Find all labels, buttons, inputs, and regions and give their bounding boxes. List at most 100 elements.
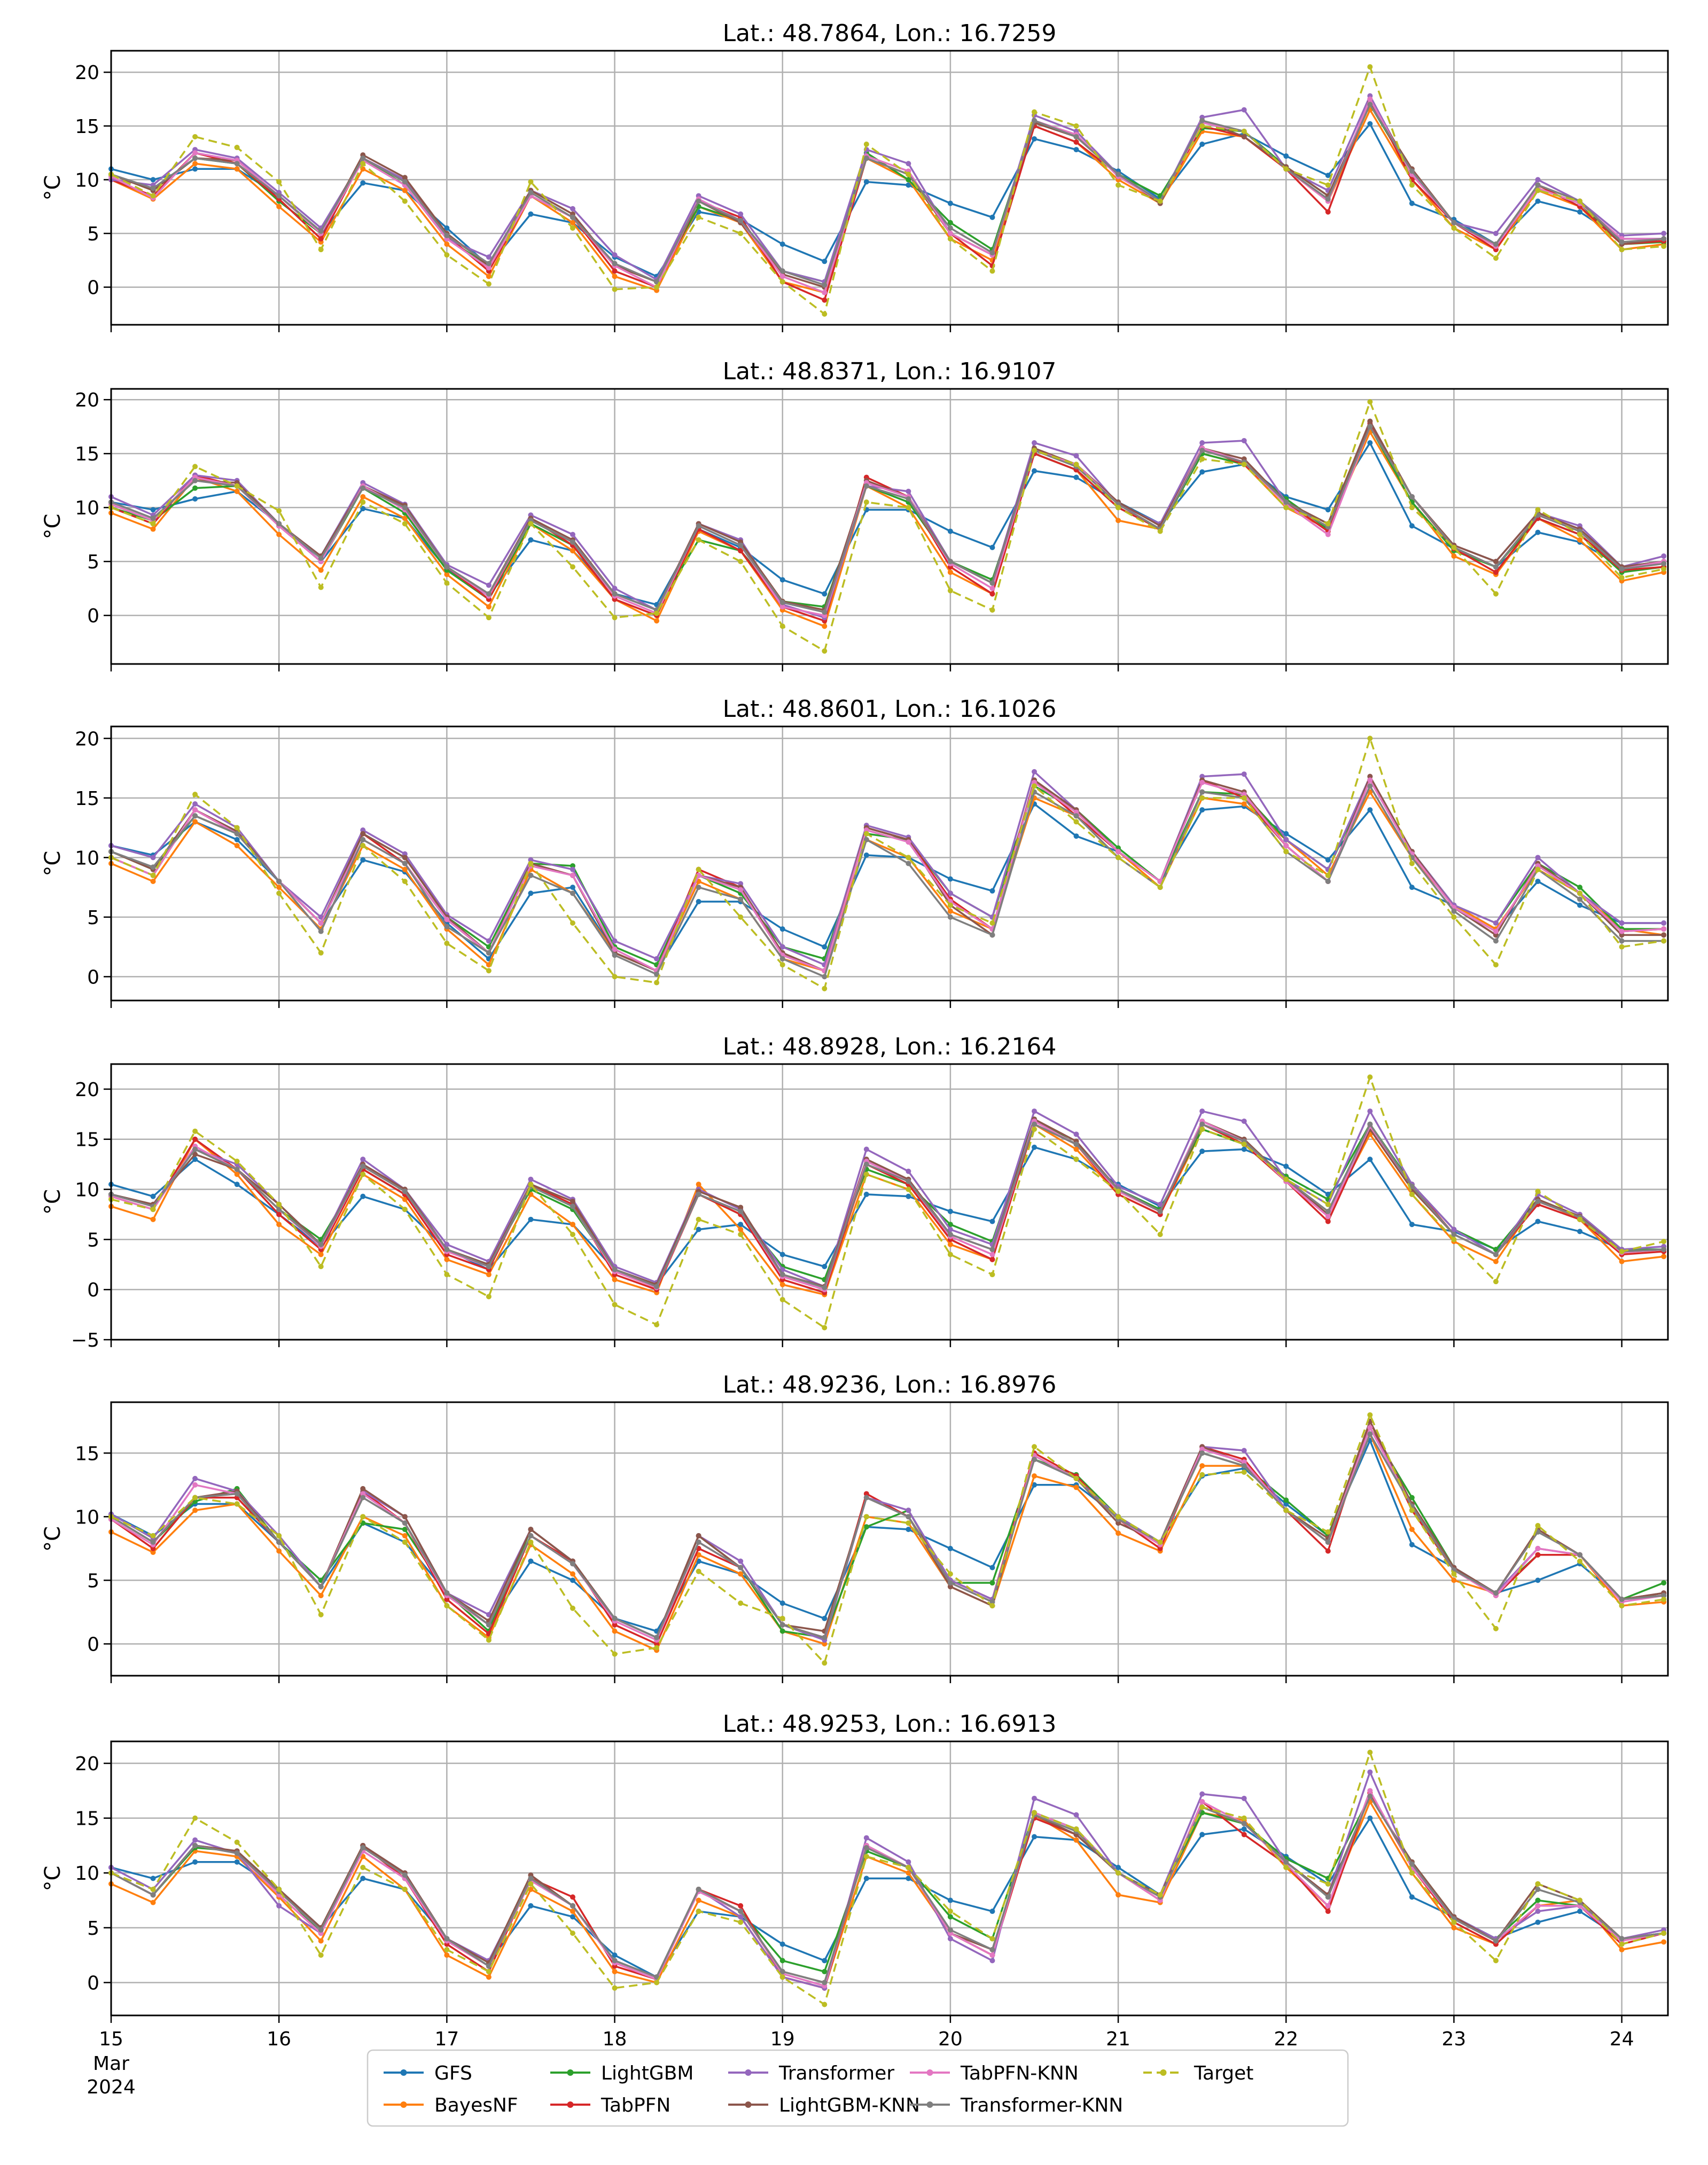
data-point	[360, 494, 366, 499]
data-point	[779, 1615, 785, 1621]
data-point	[989, 580, 995, 586]
data-point	[1283, 837, 1289, 842]
data-point	[1031, 1834, 1037, 1840]
data-point	[402, 1539, 408, 1545]
legend-entry-gfs: GFS	[384, 2062, 472, 2084]
data-point	[1325, 1881, 1331, 1887]
data-point	[1199, 456, 1205, 462]
data-point	[192, 496, 198, 502]
y-tick-label: 10	[75, 1506, 99, 1528]
data-point	[1367, 777, 1373, 783]
data-point	[1367, 1793, 1373, 1799]
data-point	[234, 161, 240, 167]
data-point	[696, 1539, 701, 1545]
data-point	[989, 1599, 995, 1605]
data-point	[1367, 1425, 1373, 1431]
data-point	[1661, 926, 1667, 932]
data-point	[989, 888, 995, 894]
data-point	[1157, 1231, 1163, 1237]
data-point	[947, 528, 953, 534]
plot-frame	[110, 1740, 1669, 2017]
y-axis-label: °C	[41, 1526, 65, 1552]
data-point	[989, 1909, 995, 1914]
panel-5: Lat.: 48.9236, Lon.: 16.8976 0 5 10 15 °C	[41, 1371, 1669, 1683]
y-tick-label: 20	[75, 62, 99, 84]
data-point	[1116, 1514, 1121, 1520]
data-point	[947, 569, 953, 575]
data-point	[1493, 241, 1499, 247]
data-point	[360, 1193, 366, 1199]
data-point	[192, 1146, 198, 1152]
data-point	[1535, 198, 1541, 204]
data-point	[192, 485, 198, 491]
data-point	[1661, 561, 1667, 567]
data-point	[947, 914, 953, 920]
data-point	[234, 483, 240, 489]
data-point	[318, 584, 324, 590]
data-point	[1241, 1146, 1247, 1152]
data-point	[863, 1495, 869, 1500]
data-point	[1409, 1191, 1415, 1197]
data-point	[1283, 166, 1289, 172]
data-point	[318, 928, 324, 934]
data-point	[192, 1815, 198, 1821]
data-point	[528, 1216, 534, 1222]
y-tick-label: 5	[87, 1918, 99, 1940]
data-point	[863, 831, 869, 837]
data-point	[402, 1533, 408, 1539]
data-point	[1535, 878, 1541, 884]
data-point	[1157, 1201, 1163, 1207]
data-point	[612, 974, 618, 980]
data-point	[863, 1845, 869, 1851]
data-point	[1493, 1259, 1499, 1264]
data-point	[276, 878, 282, 884]
data-point	[947, 890, 953, 896]
data-point	[779, 279, 785, 285]
data-point	[570, 1914, 575, 1920]
data-point	[738, 1600, 744, 1606]
data-point	[822, 1325, 828, 1331]
data-point	[738, 231, 744, 236]
data-point	[402, 855, 408, 861]
data-point	[863, 1191, 869, 1197]
data-point	[570, 564, 575, 570]
data-point	[906, 1859, 911, 1865]
data-point	[738, 1208, 744, 1214]
data-point	[1283, 849, 1289, 855]
data-point	[570, 1903, 575, 1909]
data-point	[822, 290, 828, 295]
data-point	[1409, 505, 1415, 511]
data-point	[1577, 198, 1583, 204]
data-point	[1325, 872, 1331, 878]
data-point	[1241, 1459, 1247, 1465]
data-point	[276, 1201, 282, 1207]
data-point	[1451, 914, 1457, 920]
data-point	[1325, 507, 1331, 513]
data-point	[1073, 1131, 1079, 1137]
x-tick-label: 17	[434, 2028, 459, 2050]
data-point	[234, 837, 240, 842]
data-point	[276, 508, 282, 514]
data-point	[654, 956, 660, 962]
series-line	[111, 1795, 1664, 1984]
data-point	[1367, 121, 1373, 127]
data-point	[360, 1514, 366, 1520]
data-point	[234, 1850, 240, 1856]
data-point	[696, 885, 701, 890]
data-point	[1116, 1189, 1121, 1194]
data-point	[1241, 1118, 1247, 1124]
data-point	[989, 591, 995, 597]
data-point	[1116, 849, 1121, 855]
data-point	[1073, 147, 1079, 153]
data-point	[150, 1216, 156, 1222]
data-point	[402, 521, 408, 527]
data-point	[947, 1584, 953, 1590]
x-sublabel: 2024	[87, 2076, 136, 2098]
data-point	[1535, 1189, 1541, 1194]
data-point	[989, 1565, 995, 1570]
data-point	[989, 1247, 995, 1253]
data-point	[696, 523, 701, 529]
data-point	[612, 1628, 618, 1634]
data-point	[906, 488, 911, 494]
data-point	[1367, 101, 1373, 107]
